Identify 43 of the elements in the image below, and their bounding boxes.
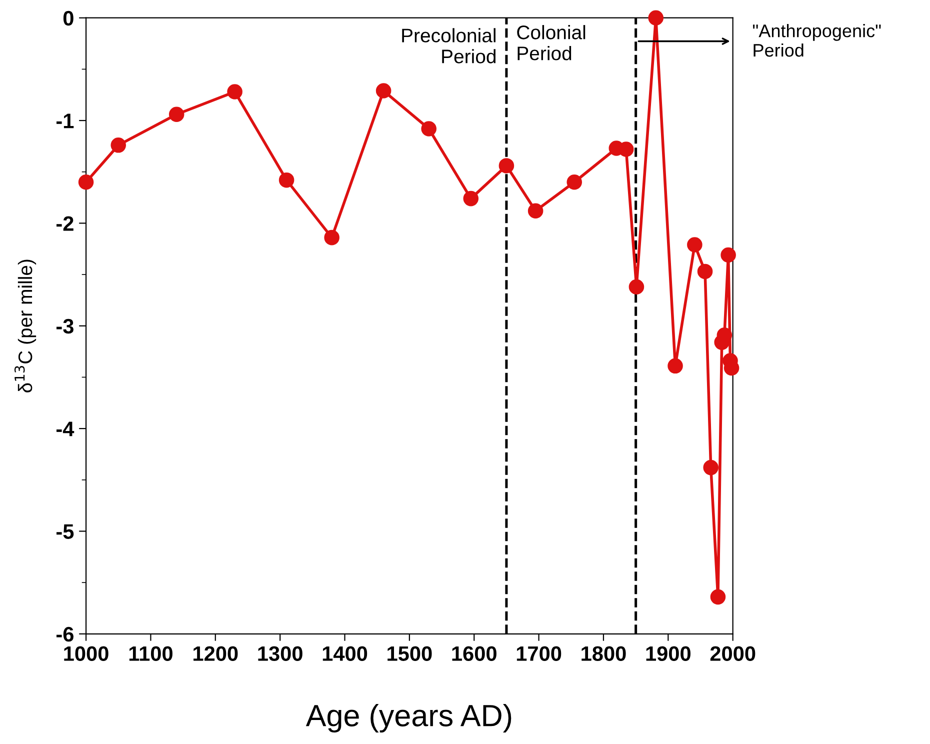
x-tick-label: 1500 [388, 646, 432, 661]
point [687, 237, 702, 252]
y-tick-label: 0 [63, 10, 74, 26]
point [376, 83, 392, 98]
y-tick-label: -6 [56, 626, 74, 642]
point [110, 138, 126, 153]
x-tick-label: 2000 [710, 646, 756, 661]
y-tick-label: -1 [56, 114, 74, 128]
point [421, 121, 436, 136]
x-tick-label: 1700 [516, 646, 562, 661]
point [566, 174, 582, 190]
point [463, 190, 479, 206]
point [720, 247, 736, 263]
point [703, 460, 718, 476]
point [668, 358, 683, 374]
point [78, 174, 94, 190]
point [227, 84, 242, 100]
x-tick-label: 1200 [194, 646, 238, 661]
x-axis-title: Age (years AD) [306, 704, 512, 732]
annotation: Precolonial Period [402, 28, 496, 64]
point [628, 279, 644, 294]
x-tick-label: 1300 [258, 646, 302, 662]
annotation: Colonial Period [517, 25, 586, 60]
y-tick-label: -5 [56, 524, 74, 539]
y-tick-label: -2 [56, 216, 74, 231]
point [324, 230, 340, 246]
x-tick-label: 1000 [64, 646, 108, 661]
x-tick-label: 1100 [129, 646, 172, 661]
point [648, 10, 664, 26]
y-axis-title: δ$^{13}$C (per mille) [14, 260, 36, 392]
point [168, 106, 184, 122]
y-tick-label: -4 [56, 422, 74, 436]
x-tick-label: 1400 [322, 646, 368, 661]
point [710, 589, 726, 605]
y-tick-label: -3 [56, 318, 74, 334]
point [498, 158, 514, 174]
point [278, 172, 294, 188]
x-tick-label: 1900 [646, 646, 690, 661]
point [697, 264, 713, 280]
x-tick-label: 1600 [452, 646, 496, 661]
text: "Anthropogenic" Period [753, 24, 881, 57]
x-tick-label: 1800 [582, 646, 626, 661]
point [528, 203, 544, 219]
